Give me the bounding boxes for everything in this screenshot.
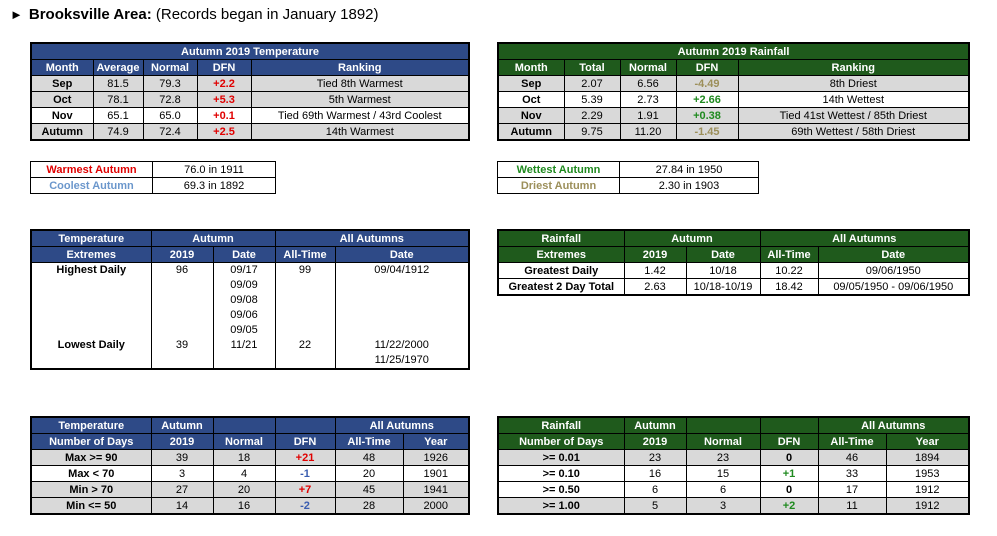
temperature-days-table: Temperature Autumn All Autumns Number of… [30,416,470,515]
table-row: Highest Daily 96 09/17 99 09/04/1912 [30,262,470,278]
records-note: (Records began in January 1892) [155,6,379,23]
page-title: ► Brooksville Area: (Records began in Jan… [10,6,379,23]
col-dfn: DFN [675,59,739,76]
table-row: Autumn 74.9 72.4 +2.5 14th Warmest [30,123,470,141]
col-total: Total [563,59,621,76]
rainfall-days-table: Rainfall Autumn All Autumns Number of Da… [497,416,970,515]
col-average: Average [92,59,144,76]
rainfall-table: Autumn 2019 Rainfall Month Total Normal … [497,42,970,141]
coolest-label: Coolest Autumn [30,177,153,194]
wettest-label: Wettest Autumn [497,161,620,178]
temperature-extremes-table: Temperature Autumn All Autumns Extremes … [30,229,470,370]
col-normal: Normal [142,59,198,76]
warmest-label: Warmest Autumn [30,161,153,178]
table-row: Sep 2.07 6.56 -4.49 8th Driest [497,75,970,92]
table-row: Greatest 2 Day Total 2.63 10/18-10/19 18.42… [497,278,970,296]
table-row: >= 0.10 16 15 +1 33 1953 [497,465,970,482]
col-ranking: Ranking [250,59,470,76]
warmest-value: 76.0 in 1911 [152,161,276,178]
temperature-title: Autumn 2019 Temperature [30,42,470,60]
table-row: Oct 5.39 2.73 +2.66 14th Wettest [497,91,970,108]
rainfall-title: Autumn 2019 Rainfall [497,42,970,60]
col-normal: Normal [619,59,677,76]
table-row: Max >= 90 39 18 +21 48 1926 [30,449,470,466]
table-row: Nov 65.1 65.0 +0.1 Tied 69th Warmest / 43rd … [30,107,470,124]
table-row: Min > 70 27 20 +7 45 1941 [30,481,470,498]
table-row: >= 1.00 5 3 +2 11 1912 [497,497,970,515]
col-month: Month [30,59,94,76]
rainfall-records: Wettest Autumn 27.84 in 1950 Driest Autum… [497,161,759,194]
table-row: Autumn 9.75 11.20 -1.45 69th Wettest / 58th … [497,123,970,141]
temperature-records: Warmest Autumn 76.0 in 1911 Coolest Autum… [30,161,276,194]
col-ranking: Ranking [737,59,970,76]
table-row: Nov 2.29 1.91 +0.38 Tied 41st Wettest / 85th… [497,107,970,124]
table-row: Max < 70 3 4 -1 20 1901 [30,465,470,482]
place-name: Brooksville Area: [28,6,152,23]
col-dfn: DFN [196,59,252,76]
wettest-value: 27.84 in 1950 [619,161,759,178]
table-row: >= 0.50 6 6 0 17 1912 [497,481,970,498]
driest-label: Driest Autumn [497,177,620,194]
driest-value: 2.30 in 1903 [619,177,759,194]
table-row: Lowest Daily 39 11/21 22 11/22/2000 [30,338,470,353]
table-row: Oct 78.1 72.8 +5.3 5th Warmest [30,91,470,108]
table-row: >= 0.01 23 23 0 46 1894 [497,449,970,466]
table-row: Greatest Daily 1.42 10/18 10.22 09/06/1950 [497,262,970,279]
coolest-value: 69.3 in 1892 [152,177,276,194]
table-row: Min <= 50 14 16 -2 28 2000 [30,497,470,515]
col-month: Month [497,59,565,76]
arrow-icon: ► [10,7,23,22]
temperature-table: Autumn 2019 Temperature Month Average No… [30,42,470,141]
table-row: Sep 81.5 79.3 +2.2 Tied 8th Warmest [30,75,470,92]
rainfall-extremes-table: Rainfall Autumn All Autumns Extremes 201… [497,229,970,296]
